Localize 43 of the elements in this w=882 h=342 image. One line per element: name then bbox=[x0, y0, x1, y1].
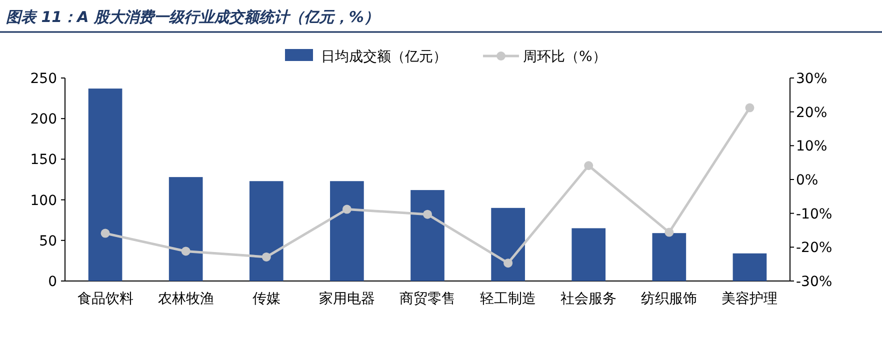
bar bbox=[88, 88, 122, 281]
y-tick-label: 50 bbox=[39, 233, 57, 250]
x-tick-label: 传媒 bbox=[252, 291, 280, 307]
y2-tick-label: 20% bbox=[796, 104, 828, 121]
bar bbox=[572, 228, 606, 281]
chart-title: 图表 11：A 股大消费一级行业成交额统计（亿元，%） bbox=[6, 8, 379, 26]
y2-tick-label: -30% bbox=[796, 274, 832, 290]
y-tick-label: 250 bbox=[30, 71, 57, 87]
y-tick-label: 150 bbox=[30, 152, 57, 168]
point bbox=[664, 228, 674, 237]
y-tick-label: 100 bbox=[30, 192, 57, 209]
point bbox=[342, 204, 352, 214]
point bbox=[584, 161, 594, 170]
point bbox=[745, 103, 754, 112]
point bbox=[181, 246, 190, 256]
x-tick-label: 农林牧渔 bbox=[158, 291, 214, 307]
y2-tick-label: -20% bbox=[796, 240, 832, 256]
point bbox=[100, 228, 110, 238]
x-tick-label: 食品饮料 bbox=[77, 291, 134, 307]
point bbox=[262, 252, 271, 262]
x-tick-label: 轻工制造 bbox=[480, 291, 536, 307]
y2-tick-label: 30% bbox=[796, 71, 828, 87]
bar bbox=[249, 181, 284, 281]
bar bbox=[410, 190, 444, 281]
y2-tick-label: 10% bbox=[796, 138, 828, 155]
y-tick-label: 200 bbox=[30, 112, 57, 128]
y-tick-label: 0 bbox=[48, 274, 57, 290]
bar bbox=[732, 253, 767, 281]
x-tick-label: 家用电器 bbox=[318, 291, 375, 307]
bar bbox=[330, 181, 364, 281]
legend-label: 周环比（%） bbox=[523, 49, 606, 65]
x-tick-label: 社会服务 bbox=[560, 291, 617, 307]
y2-tick-label: 0% bbox=[796, 172, 818, 188]
point bbox=[423, 210, 432, 219]
legend-label: 日均成交额（亿元） bbox=[321, 49, 447, 65]
bar bbox=[491, 208, 525, 281]
point bbox=[504, 258, 513, 268]
bar bbox=[652, 233, 686, 281]
bar bbox=[168, 177, 203, 281]
x-tick-label: 商贸零售 bbox=[400, 291, 456, 307]
x-tick-label: 美容护理 bbox=[722, 291, 778, 307]
y2-tick-label: -10% bbox=[796, 206, 832, 222]
x-tick-label: 纺织服饰 bbox=[641, 291, 698, 307]
